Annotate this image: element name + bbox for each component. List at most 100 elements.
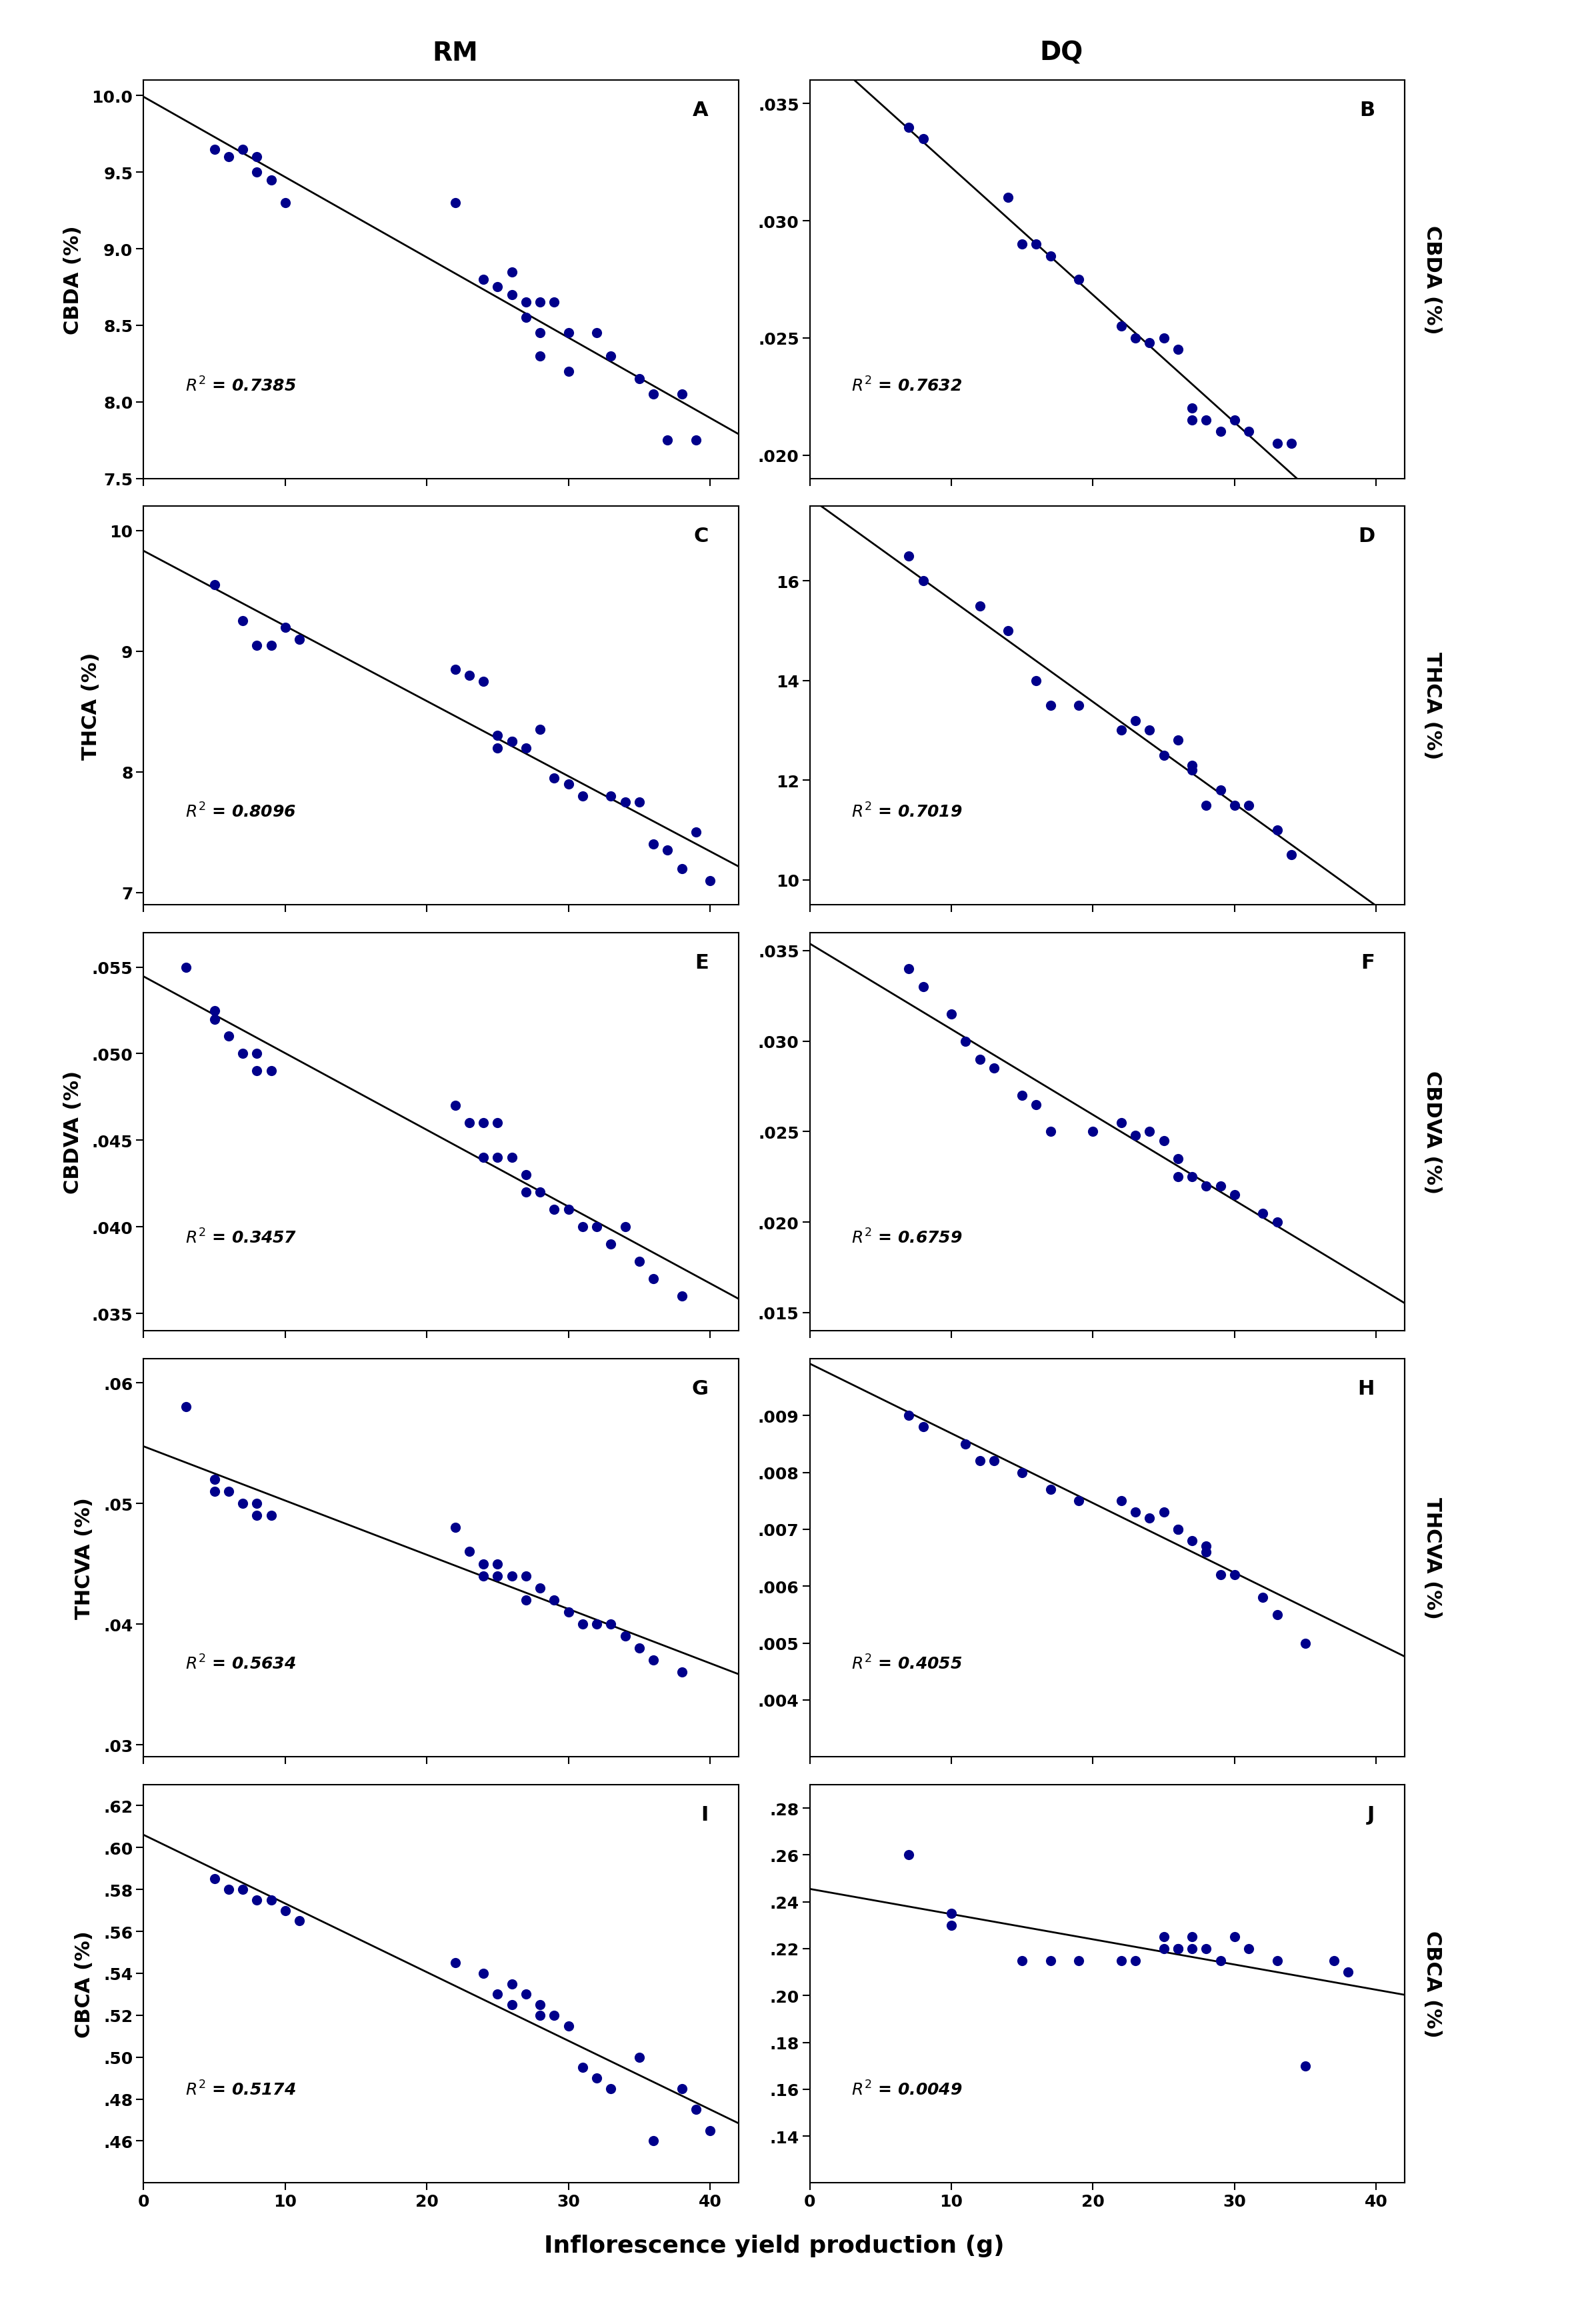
- Point: [1136, 1499, 1162, 1536]
- Point: [1066, 1483, 1092, 1520]
- Point: [627, 1631, 653, 1668]
- Point: [669, 850, 694, 887]
- Point: [1223, 1176, 1248, 1213]
- Text: $R^2$ = 0.8096: $R^2$ = 0.8096: [185, 802, 295, 820]
- Point: [1194, 788, 1219, 825]
- Point: [201, 1000, 227, 1037]
- Point: [654, 423, 680, 460]
- Point: [471, 663, 496, 700]
- Text: B: B: [1360, 102, 1374, 120]
- Point: [683, 423, 709, 460]
- Point: [230, 603, 255, 640]
- Point: [1264, 1943, 1290, 1980]
- Point: [514, 1582, 539, 1619]
- Text: $R^2$ = 0.4055: $R^2$ = 0.4055: [851, 1654, 962, 1672]
- Point: [570, 1208, 595, 1245]
- Point: [1109, 1483, 1135, 1520]
- Text: F: F: [1361, 952, 1374, 973]
- Text: $R^2$ = 0.5174: $R^2$ = 0.5174: [185, 2081, 297, 2100]
- Point: [527, 314, 552, 351]
- Point: [1066, 688, 1092, 725]
- Point: [598, 337, 624, 374]
- Point: [996, 612, 1021, 649]
- Text: $R^2$ = 0.0049: $R^2$ = 0.0049: [851, 2081, 962, 2100]
- Text: G: G: [693, 1379, 709, 1398]
- Point: [1151, 737, 1176, 774]
- Point: [273, 1892, 298, 1929]
- Point: [570, 1605, 595, 1642]
- Point: [895, 109, 921, 146]
- Point: [541, 1192, 567, 1229]
- Point: [244, 139, 270, 176]
- Point: [1250, 1580, 1275, 1617]
- Point: [1066, 1943, 1092, 1980]
- Point: [982, 1444, 1007, 1481]
- Point: [1179, 746, 1205, 783]
- Point: [230, 132, 255, 169]
- Y-axis label: THCA (%): THCA (%): [81, 651, 101, 760]
- Point: [244, 155, 270, 192]
- Point: [442, 1088, 468, 1125]
- Point: [259, 626, 284, 663]
- Point: [1165, 1141, 1191, 1178]
- Point: [1235, 788, 1261, 825]
- Point: [1151, 321, 1176, 358]
- Point: [598, 2070, 624, 2107]
- Point: [485, 1139, 511, 1176]
- Point: [1151, 1920, 1176, 1957]
- Point: [895, 1836, 921, 1873]
- Point: [555, 314, 581, 351]
- Point: [485, 1104, 511, 1141]
- Point: [1080, 1113, 1106, 1150]
- Point: [555, 353, 581, 390]
- Point: [1165, 723, 1191, 760]
- Point: [1179, 402, 1205, 439]
- Point: [442, 1508, 468, 1545]
- Y-axis label: CBDVA (%): CBDVA (%): [1424, 1070, 1443, 1194]
- Point: [442, 651, 468, 688]
- Point: [953, 1425, 978, 1462]
- Point: [1208, 1943, 1234, 1980]
- Point: [1122, 1495, 1148, 1532]
- Point: [1336, 1954, 1361, 1991]
- Point: [1208, 1557, 1234, 1594]
- Point: [442, 1945, 468, 1982]
- Point: [1122, 1118, 1148, 1155]
- Point: [527, 337, 552, 374]
- Point: [541, 284, 567, 321]
- Point: [1151, 1495, 1176, 1532]
- Point: [613, 783, 638, 820]
- Point: [1037, 1471, 1063, 1508]
- Point: [259, 162, 284, 199]
- Point: [527, 711, 552, 748]
- Point: [201, 1460, 227, 1497]
- Point: [1208, 1169, 1234, 1206]
- Point: [1264, 425, 1290, 462]
- Point: [1109, 711, 1135, 748]
- Point: [895, 949, 921, 986]
- Y-axis label: THCVA (%): THCVA (%): [75, 1497, 94, 1619]
- Point: [669, 377, 694, 413]
- Point: [500, 1987, 525, 2024]
- Point: [967, 1042, 993, 1079]
- Point: [1136, 711, 1162, 748]
- Point: [669, 1654, 694, 1691]
- Point: [230, 1485, 255, 1522]
- Point: [215, 1474, 241, 1511]
- Y-axis label: THCVA (%): THCVA (%): [1424, 1497, 1443, 1619]
- Point: [584, 314, 610, 351]
- Point: [640, 377, 666, 413]
- Point: [697, 862, 723, 899]
- Point: [514, 1173, 539, 1210]
- Point: [1179, 390, 1205, 427]
- Point: [1023, 1086, 1049, 1123]
- Point: [1037, 1113, 1063, 1150]
- Text: $R^2$ = 0.7632: $R^2$ = 0.7632: [851, 377, 962, 395]
- Y-axis label: CBDA (%): CBDA (%): [1424, 226, 1443, 335]
- Point: [627, 360, 653, 397]
- Point: [996, 180, 1021, 217]
- Point: [215, 1871, 241, 1908]
- Point: [485, 1557, 511, 1594]
- Point: [456, 1104, 482, 1141]
- Point: [1293, 2047, 1318, 2084]
